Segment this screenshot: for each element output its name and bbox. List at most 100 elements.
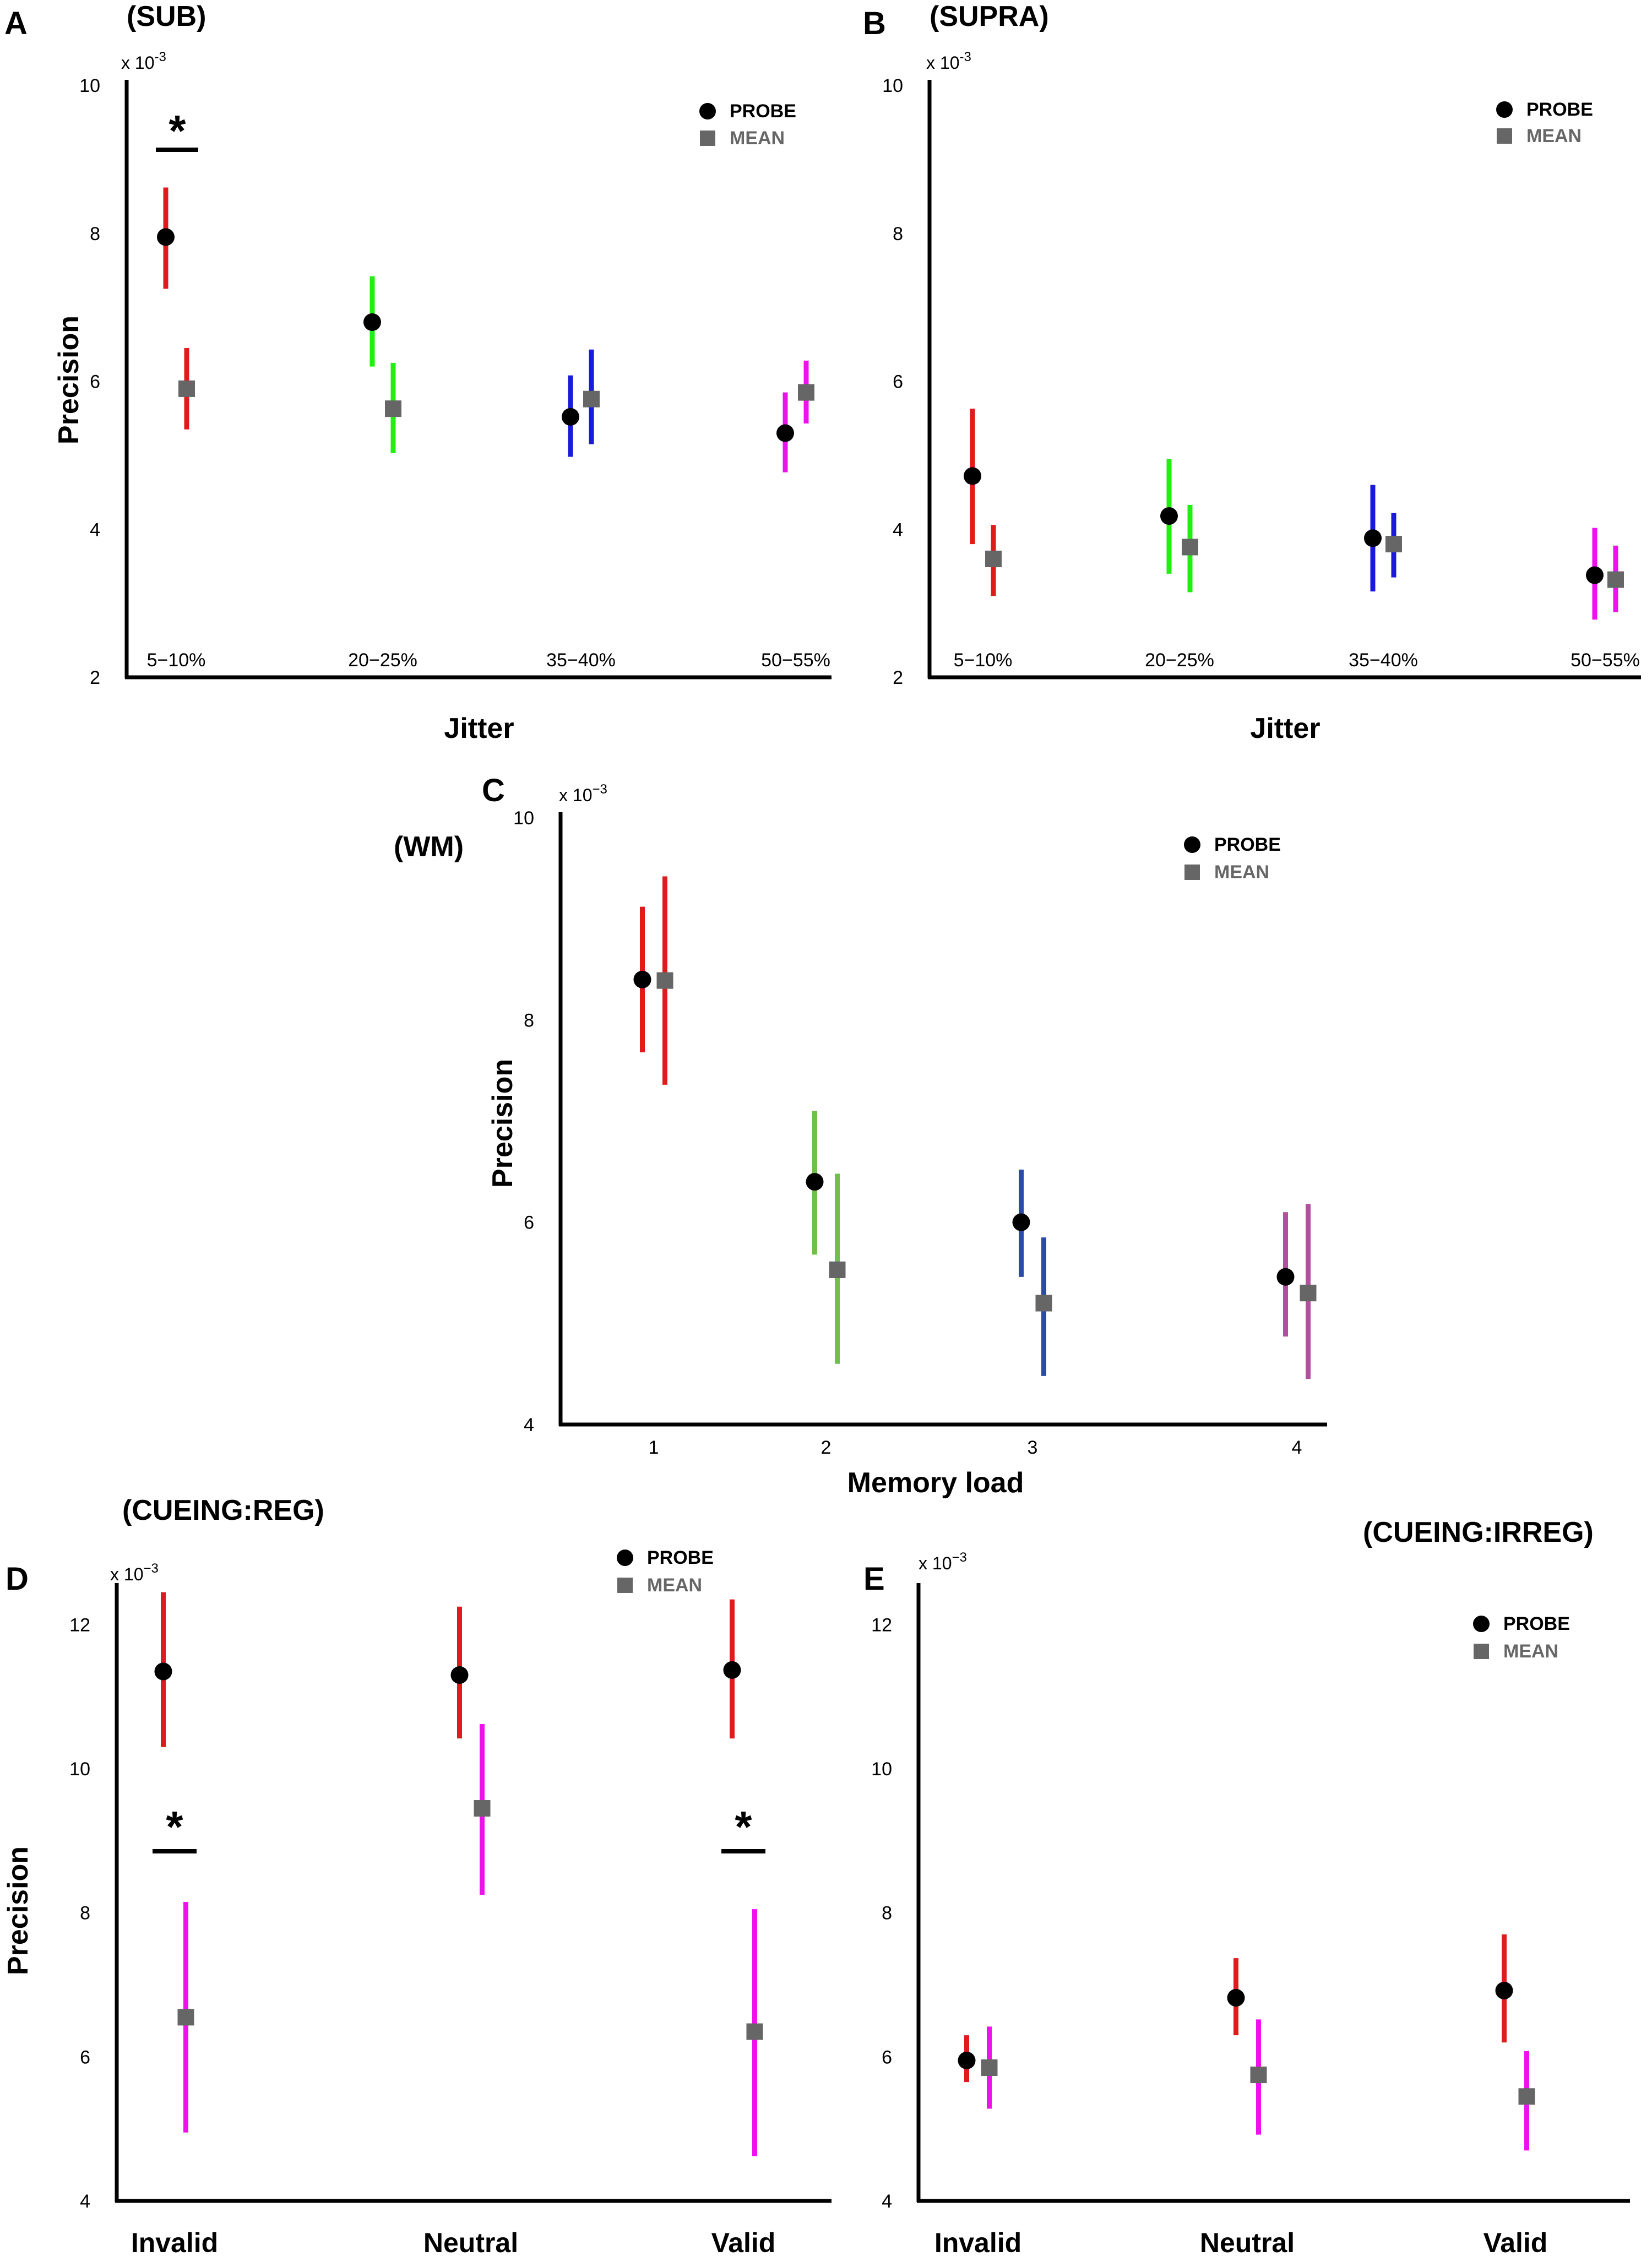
x-tick-label-b-0: 5−10% [954,650,1013,671]
mean-point-d-1 [474,1800,491,1817]
panel-c: C (WM) 4 6 8 10 x 10−3 1 2 3 4 Memory load Precision… [394,773,1327,1499]
x-axis-title-b: Jitter [1250,713,1320,744]
legend-mean-label-b: MEAN [1526,126,1582,146]
legend-mean-marker-a [700,131,715,146]
x-tick-label-e-2: Valid [1483,2227,1548,2258]
probe-point-e-1 [1227,1989,1245,2007]
x-axis-title-a: Jitter [444,713,514,744]
panel-title-a: (SUB) [127,1,206,32]
panel-a: A (SUB) 2 4 6 8 10 x 10-3 5−10% 20−25% 35−40% 50−55… [4,1,832,744]
x-tick-label-d-1: Neutral [423,2227,518,2258]
legend-mean-label-e: MEAN [1503,1641,1558,1662]
x-tick-label-d-0: Invalid [131,2227,218,2258]
exponent-label-b: x 10-3 [926,50,971,73]
y-tick-label-a-1: 4 [90,519,100,540]
probe-point-e-2 [1495,1981,1513,1999]
probe-point-c-3 [1276,1268,1295,1286]
y-tick-label-d-2: 8 [80,1903,90,1924]
legend-mean-label-d: MEAN [647,1575,702,1596]
panel-letter-d: D [6,1561,29,1597]
legend-probe-label-c: PROBE [1214,834,1281,855]
probe-point-b-0 [964,467,981,485]
significance-star-d-1: * [735,1802,752,1851]
x-tick-label-b-2: 35−40% [1349,650,1418,671]
y-tick-label-a-3: 8 [90,224,100,244]
legend-probe-label-e: PROBE [1503,1613,1570,1634]
y-tick-label-b-4: 10 [882,75,903,96]
mean-point-c-2 [1035,1295,1052,1312]
mean-point-a-1 [385,400,401,417]
legend-probe-label-b: PROBE [1526,99,1593,120]
significance-star-d-0: * [166,1802,183,1851]
y-tick-label-a-4: 10 [79,75,100,96]
mean-point-a-0 [178,380,195,397]
mean-point-c-3 [1300,1285,1317,1302]
probe-point-a-1 [363,313,381,331]
y-tick-label-e-3: 10 [871,1759,892,1780]
exponent-label-a: x 10-3 [121,50,166,73]
mean-point-e-0 [981,2059,998,2076]
panel-b: B (SUPRA) 2 4 6 8 10 x 10-3 5−10% 20−25% 35−40% 50−… [863,1,1641,744]
y-axis-title-c: Precision [487,1059,519,1188]
legend-probe-marker-b [1496,101,1513,118]
mean-point-e-2 [1518,2088,1535,2105]
y-tick-label-c-0: 4 [524,1415,534,1436]
y-tick-label-b-1: 4 [893,519,903,540]
y-axis-title-d: Precision [2,1846,34,1975]
probe-point-b-2 [1364,529,1382,547]
panel-title-d: (CUEING:REG) [122,1494,324,1526]
x-tick-label-a-1: 20−25% [348,650,417,671]
panel-letter-e: E [863,1561,885,1597]
x-tick-label-c-1: 2 [821,1437,832,1458]
mean-point-b-0 [985,551,1002,567]
panel-title-e: (CUEING:IRREG) [1363,1516,1594,1548]
y-tick-label-e-1: 6 [882,2047,892,2068]
y-tick-label-c-1: 6 [524,1213,534,1233]
probe-point-c-0 [633,970,651,988]
y-tick-label-e-0: 4 [882,2191,892,2212]
mean-point-b-1 [1182,539,1198,556]
y-tick-label-e-2: 8 [882,1903,892,1924]
probe-point-a-3 [776,424,794,442]
significance-star-a-0: * [169,106,186,155]
mean-point-a-2 [583,390,600,407]
mean-point-d-0 [177,2009,194,2026]
y-tick-label-b-3: 8 [893,224,903,244]
x-tick-label-b-3: 50−55% [1571,650,1640,671]
y-tick-label-d-0: 4 [80,2191,90,2212]
panel-title-b: (SUPRA) [930,1,1049,32]
panel-e: E (CUEING:IRREG) 4 6 8 10 12 x 10−3 Invalid Neutr… [863,1516,1630,2258]
legend-mean-label-c: MEAN [1214,862,1269,883]
legend-mean-marker-d [617,1578,633,1593]
panel-letter-c: C [482,773,505,808]
x-tick-label-c-2: 3 [1028,1437,1038,1458]
probe-point-c-1 [806,1173,824,1191]
exponent-label-e: x 10−3 [919,1550,967,1573]
legend-probe-marker-e [1473,1616,1490,1632]
legend-probe-label-d: PROBE [647,1547,714,1568]
mean-point-d-2 [746,2023,763,2040]
mean-point-b-2 [1385,536,1402,553]
legend-probe-label-a: PROBE [730,101,796,122]
panel-letter-a: A [4,6,28,41]
probe-point-d-1 [450,1666,469,1684]
exponent-label-c: x 10−3 [559,782,607,805]
x-tick-label-d-2: Valid [711,2227,776,2258]
legend-probe-marker-a [699,103,716,119]
x-tick-label-a-0: 5−10% [147,650,206,671]
x-tick-label-e-0: Invalid [934,2227,1021,2258]
x-tick-label-a-3: 50−55% [761,650,830,671]
x-axis-title-c: Memory load [847,1467,1024,1499]
legend-probe-marker-c [1184,836,1200,853]
probe-point-c-2 [1012,1213,1030,1231]
panel-title-c: (WM) [394,831,464,863]
y-tick-label-e-4: 12 [871,1614,892,1635]
legend-mean-marker-c [1184,865,1200,880]
y-tick-label-c-3: 10 [513,808,534,829]
y-tick-label-a-0: 2 [90,667,100,688]
legend-probe-marker-d [617,1550,633,1566]
mean-point-c-0 [656,972,673,989]
panel-letter-b: B [863,6,886,41]
y-tick-label-d-1: 6 [80,2047,90,2068]
